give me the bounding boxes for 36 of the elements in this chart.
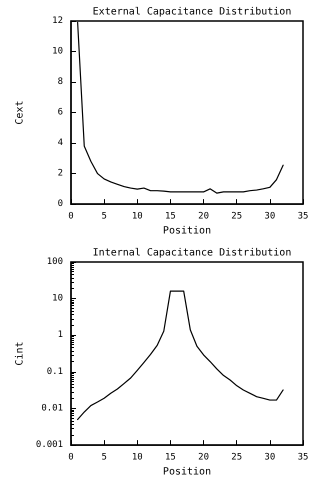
y-tick-label: 10 [52,294,63,304]
y-tick-label: 8 [58,77,63,88]
line-series [77,290,284,420]
chart-title: External Capacitance Distribution [92,6,292,18]
x-axis-title: Position [162,226,212,236]
x-tick-label: 30 [264,212,276,222]
y-axis-title: Cext [14,100,26,125]
y-tick-label: 1 [58,330,63,340]
y-tick-label: 100 [46,257,63,267]
x-tick-label: 15 [165,212,176,222]
x-tick-label: 10 [132,452,143,463]
x-axis-title: Position [162,466,212,478]
x-tick-label: 15 [165,452,176,463]
y-tick-label: 0.01 [41,403,63,414]
x-tick-label: 0 [68,452,74,463]
x-tick-label: 10 [132,212,143,222]
y-tick-label: 4 [58,138,63,148]
y-tick-label: 0.001 [36,440,63,450]
y-tick-label: 0 [58,199,63,210]
chart-title: Internal Capacitance Distribution [92,248,292,258]
y-tick-label: 2 [58,168,63,179]
x-tick-label: 25 [231,452,242,463]
y-tick-label: 6 [58,108,63,118]
x-tick-label: 30 [264,452,276,463]
x-tick-label: 20 [198,452,209,463]
y-axis-title: Cint [14,342,26,366]
x-tick-label: 0 [68,212,74,222]
y-tick-label: 10 [52,46,63,57]
x-tick-label: 5 [101,212,107,222]
x-tick-label: 5 [101,452,107,463]
y-tick-label: 0.1 [46,366,63,377]
y-tick-label: 12 [52,16,63,26]
x-tick-label: 35 [298,452,308,463]
x-tick-label: 20 [198,212,209,222]
x-tick-label: 35 [298,212,308,222]
x-tick-label: 25 [231,212,242,222]
